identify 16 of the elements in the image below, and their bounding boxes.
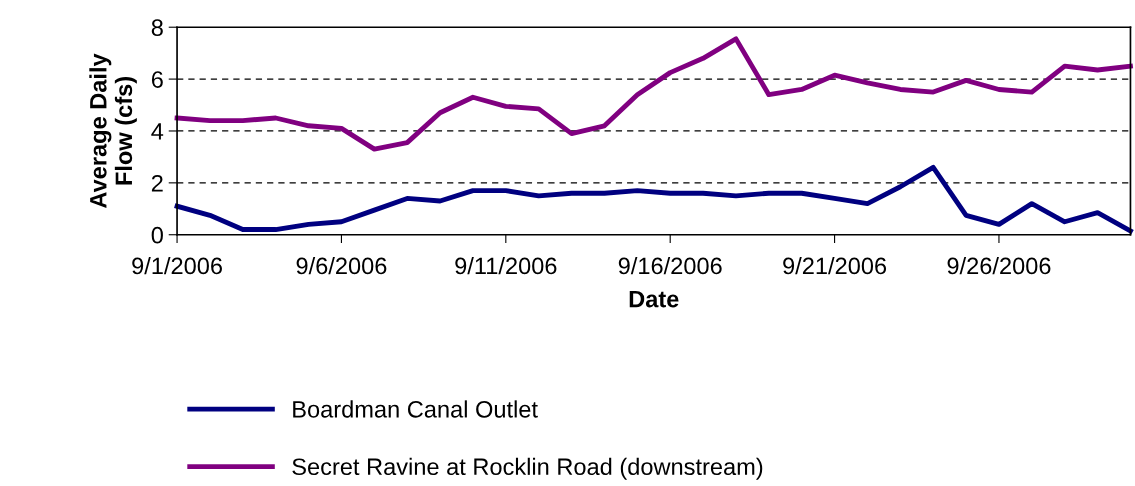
x-tick-label: 9/26/2006: [947, 256, 1051, 275]
x-tick-label: 9/1/2006: [132, 256, 222, 275]
y-tick-label: 8: [151, 19, 163, 36]
x-tick-label: 9/11/2006: [455, 256, 557, 275]
legend-label: Boardman Canal Outlet: [293, 400, 538, 418]
y-axis-title: Average Daily Flow (cfs): [89, 53, 137, 209]
x-axis-title: Date: [629, 290, 679, 308]
legend-label: Secret Ravine at Rocklin Road (downstream): [292, 457, 763, 480]
y-tick-label: 6: [151, 71, 163, 88]
x-tick-label: 9/16/2006: [618, 256, 722, 275]
x-tick-label: 9/21/2006: [783, 256, 887, 275]
line-series: [174, 36, 1133, 152]
y-tick-label: 2: [151, 174, 163, 192]
y-tick-label: 0: [151, 226, 163, 244]
x-tick-label: 9/6/2006: [296, 256, 387, 275]
y-tick-label: 4: [151, 123, 164, 140]
